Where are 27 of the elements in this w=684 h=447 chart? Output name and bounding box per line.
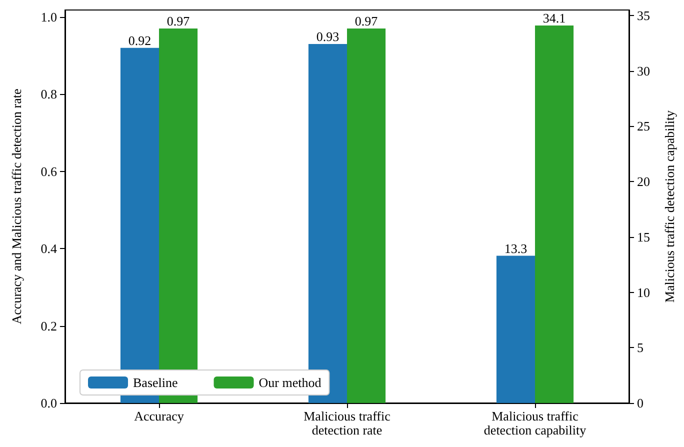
data-label: 0.97 — [166, 14, 190, 29]
y-tick-label: 1.0 — [40, 9, 57, 24]
legend-label: Baseline — [133, 375, 178, 390]
y-tick-label: 0.6 — [40, 164, 58, 179]
y-tick-label: 0.0 — [40, 396, 57, 410]
y-tick-label: 0.8 — [40, 86, 57, 102]
x-tick-label: Malicious traffic detection capability — [484, 408, 587, 438]
data-label: 0.97 — [354, 14, 378, 29]
data-label: 0.93 — [316, 28, 340, 44]
data-label: 34.1 — [542, 10, 566, 26]
y2-tick-label: 30 — [637, 63, 650, 78]
data-label: 0.92 — [128, 32, 152, 48]
y2-tick-label: 5 — [637, 340, 644, 356]
data-label: 13.3 — [504, 240, 528, 256]
y2-tick-label: 25 — [637, 118, 650, 134]
y2-tick-label: 20 — [637, 174, 650, 190]
x-tick-label: Accuracy — [134, 408, 184, 424]
x-tick-label: Malicious traffic detection rate — [304, 408, 391, 438]
legend-label: Our method — [258, 375, 322, 390]
y2-axis-title: Malicious traffic detection capability — [662, 110, 677, 303]
y-tick-label: 0.2 — [40, 318, 57, 334]
y2-tick-label: 15 — [637, 229, 650, 244]
y-axis-title: Accuracy and Malicious traffic detection rate — [9, 88, 24, 324]
y2-tick-label: 0 — [637, 396, 644, 410]
y2-tick-label: 10 — [637, 284, 650, 300]
y-tick-label: 0.4 — [40, 241, 58, 256]
y2-tick-label: 35 — [637, 8, 650, 24]
